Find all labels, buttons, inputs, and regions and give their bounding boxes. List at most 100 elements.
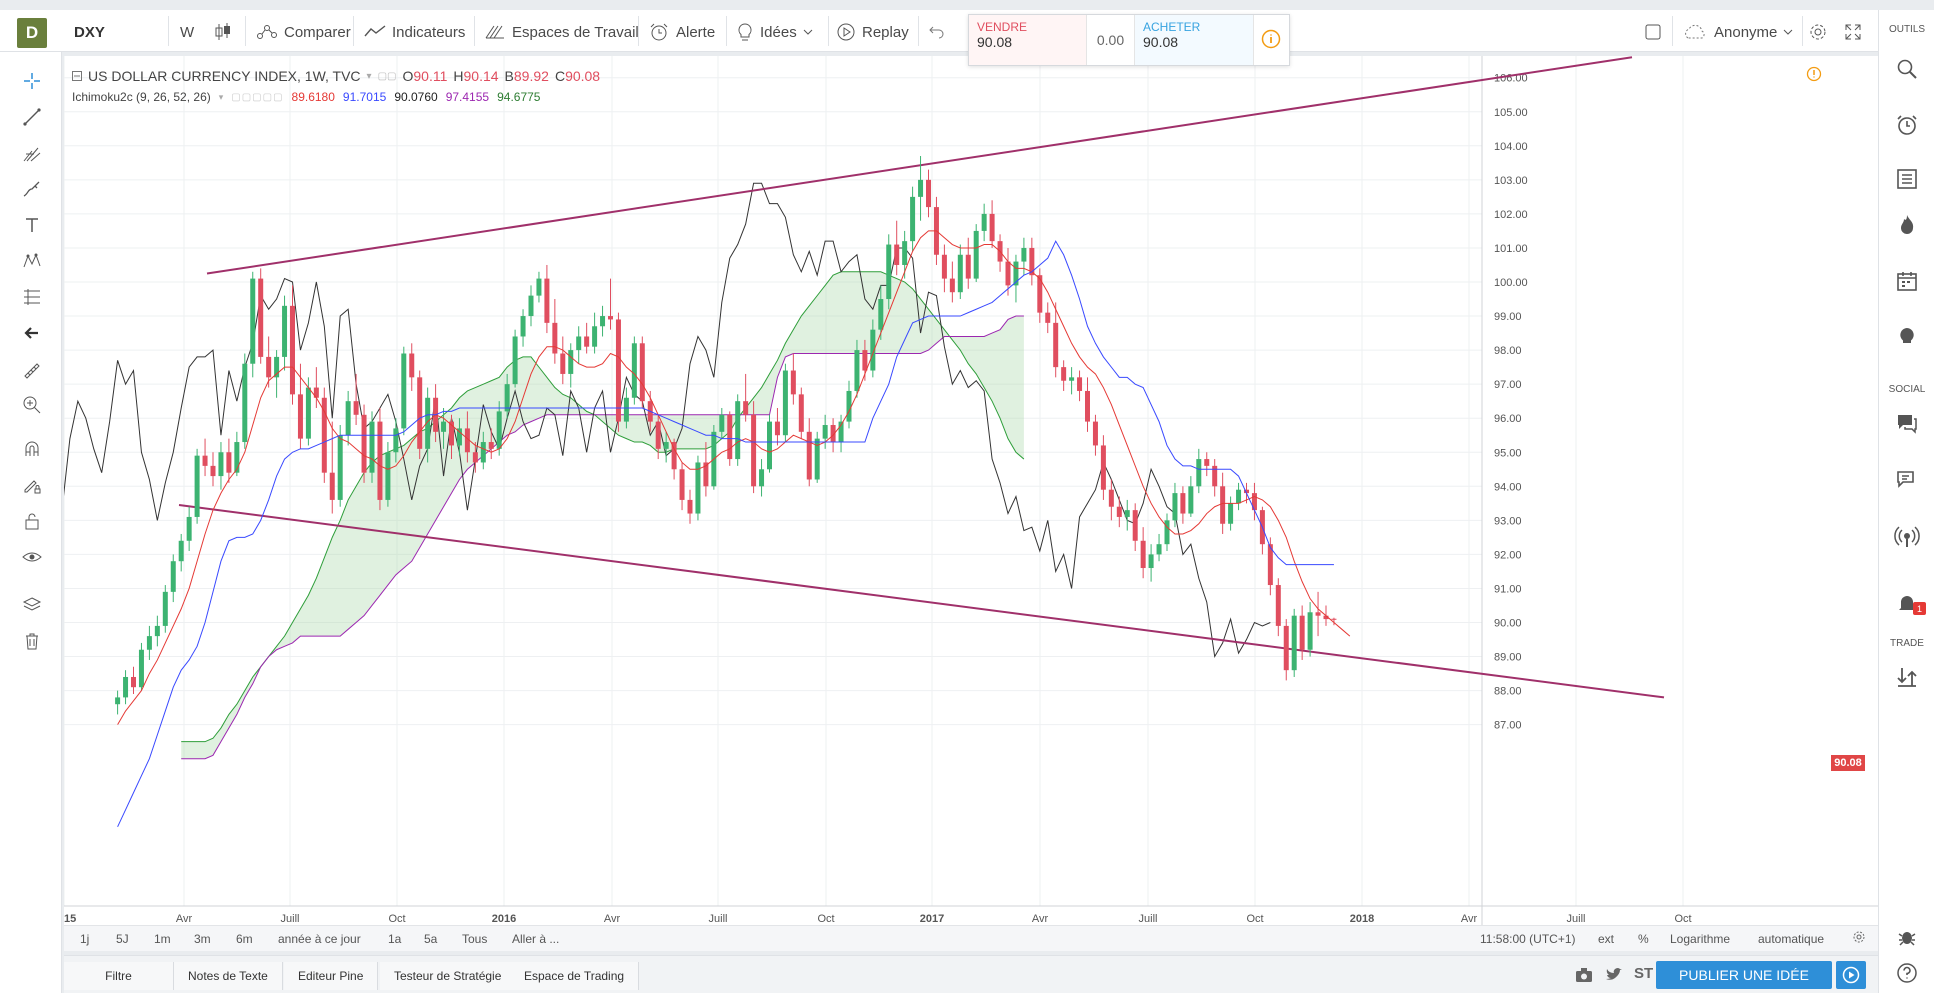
broadcast-icon [1894,525,1920,552]
order-panel-button[interactable] [1891,662,1923,694]
sell-button[interactable]: VENDRE 90.08 [969,15,1087,65]
help-button[interactable] [1891,958,1923,990]
tf-5y[interactable]: 5a [424,932,438,946]
candle-body [1132,510,1138,541]
workspaces-button[interactable]: Espaces de Travail [484,20,639,44]
chart-style-button[interactable] [214,20,232,44]
brand-logo[interactable]: D [17,18,47,48]
compare-button[interactable]: Comparer [256,20,351,44]
expand-button[interactable] [1844,20,1862,44]
indicators-button[interactable]: Indicateurs [364,20,465,44]
undo-button[interactable] [928,20,946,44]
candle-body [234,442,240,473]
clock-time[interactable]: 11:58:00 (UTC+1) [1480,932,1576,946]
candle-body [1164,520,1170,545]
back-arrow-tool[interactable] [18,320,46,348]
candle-body [194,455,200,517]
compare-label: Comparer [284,23,351,41]
log-toggle[interactable]: Logarithme [1670,932,1731,946]
tf-1d[interactable]: 1j [80,932,90,946]
tf-all[interactable]: Tous [462,932,488,946]
legend-toggle-icon[interactable] [72,68,82,84]
candle-body [631,343,637,398]
tf-6m[interactable]: 6m [236,932,253,946]
interval-button[interactable]: W [180,20,194,44]
notifications-button[interactable]: 1 [1891,588,1926,620]
chevron-down-icon[interactable]: ▾ [366,70,372,82]
text-tool[interactable] [18,212,46,240]
calendar-button[interactable] [1891,266,1923,298]
notification-badge: 1 [1913,602,1926,615]
magnet-tool[interactable] [18,436,46,464]
replay-button[interactable]: Replay [836,20,909,44]
tab-strategy-tester[interactable]: Testeur de Stratégie [380,962,517,990]
lock-tool[interactable] [18,508,46,536]
bug-report-button[interactable] [1891,922,1923,954]
candle-body [910,196,916,242]
tf-ytd[interactable]: année à ce jour [278,932,361,946]
tab-filter[interactable]: Filtre [64,962,174,990]
price-chart[interactable]: 87.00 88.00 89.00 90.00 91.00 92.00 93.00 94.00… [52,56,1878,925]
tab-pine-editor[interactable]: Editeur Pine [284,962,379,990]
alert-button[interactable]: Alerte [648,20,715,44]
streams-button[interactable] [1891,522,1923,554]
data-window-button[interactable] [1891,164,1923,196]
private-chat-button[interactable] [1891,464,1923,496]
pitchfork-tool[interactable] [18,140,46,168]
candle-body [576,336,582,351]
hotlists-button[interactable] [1891,210,1923,242]
tf-3m[interactable]: 3m [194,932,211,946]
indicator-name[interactable]: Ichimoku2c (9, 26, 52, 26) [72,90,211,104]
candle-body [361,414,367,473]
object-tree-tool[interactable] [18,592,46,620]
ext-toggle[interactable]: ext [1598,932,1615,946]
settings-button[interactable] [1808,20,1828,44]
chevron-down-icon[interactable]: ▾ [218,91,224,102]
tab-trading-panel[interactable]: Espace de Trading [510,962,640,990]
fullscreen-toggle[interactable] [1644,20,1662,44]
sell-label: VENDRE [977,20,1028,34]
brush-tool[interactable] [18,176,46,204]
x-tick-label: Oct [817,913,834,925]
legend-settings-icon[interactable]: ▢▢ [377,70,397,82]
buy-button[interactable]: ACHETER 90.08 [1135,15,1253,65]
chart-area[interactable]: 87.00 88.00 89.00 90.00 91.00 92.00 93.00 94.00… [52,56,1878,951]
trendline-tool[interactable] [18,104,46,132]
delete-tool[interactable] [18,628,46,656]
stay-in-drawing-tool[interactable] [18,472,46,500]
arrows-icon [1895,665,1919,692]
watchlist-button[interactable] [1891,54,1923,86]
measure-tool[interactable] [18,358,46,386]
visibility-tool[interactable] [18,544,46,572]
user-menu[interactable]: Anonyme [1682,20,1793,44]
publish-idea-button[interactable]: PUBLIER UNE IDÉE [1656,961,1832,989]
crosshair-tool[interactable] [18,68,46,96]
tab-text-notes[interactable]: Notes de Texte [174,962,283,990]
play-icon[interactable] [1836,961,1866,989]
indicator-controls-icon[interactable]: ▢▢▢▢▢ [231,91,284,103]
pattern-tool[interactable] [18,248,46,276]
gear-icon[interactable] [1852,930,1866,947]
chat-button[interactable] [1891,408,1923,440]
warning-icon[interactable] [1806,66,1822,85]
symbol-search[interactable]: DXY [74,24,105,41]
high-value: 90.14 [463,68,499,84]
auto-toggle[interactable]: automatique [1758,932,1825,946]
ideas-stream-button[interactable] [1891,322,1923,354]
percent-toggle[interactable]: % [1638,932,1649,946]
alerts-button[interactable] [1891,110,1923,142]
candle-body [1061,367,1067,381]
kijun-line [117,240,1334,828]
twitter-icon[interactable] [1604,966,1624,987]
ideas-button[interactable]: Idées [736,20,813,44]
tf-1m[interactable]: 1m [154,932,171,946]
stocktwits-icon[interactable]: ST [1634,965,1654,982]
candle-body [544,278,550,323]
goto-date[interactable]: Aller à ... [512,932,560,946]
camera-icon[interactable] [1574,966,1594,987]
zoom-tool[interactable] [18,392,46,420]
tf-5d[interactable]: 5J [116,932,129,946]
prediction-tool[interactable] [18,284,46,312]
tf-1y[interactable]: 1a [388,932,402,946]
info-button[interactable] [1253,15,1287,65]
